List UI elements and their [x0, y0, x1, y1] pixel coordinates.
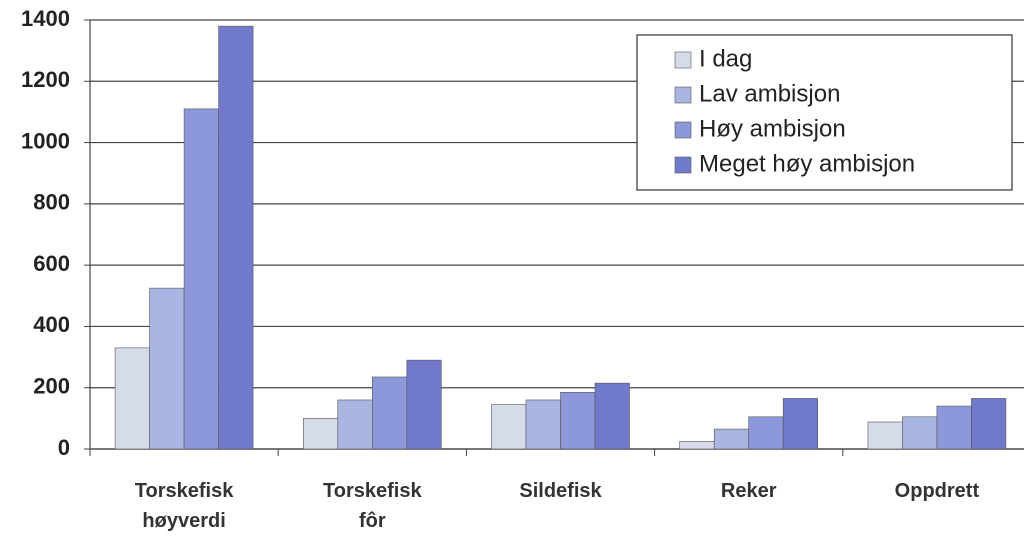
- x-tick-label: Reker: [720, 480, 777, 502]
- y-tick-label: 800: [33, 190, 70, 215]
- y-tick-label: 200: [33, 374, 70, 399]
- legend-swatch: [674, 51, 692, 69]
- bar: [748, 416, 784, 450]
- legend-label: I dag: [699, 45, 752, 72]
- bar: [867, 421, 903, 450]
- bar: [371, 376, 408, 450]
- legend-swatch: [674, 86, 692, 104]
- bar: [560, 392, 596, 450]
- y-tick-label: 400: [33, 312, 70, 337]
- x-tick-label: Oppdrett: [894, 480, 980, 502]
- legend-label: Meget høy ambisjon: [699, 150, 915, 177]
- bar: [114, 347, 150, 450]
- legend: I dag Lav ambisjon Høy ambisjon Meget høy a…: [636, 34, 1013, 191]
- y-tick-label: 1400: [21, 6, 70, 31]
- bar: [525, 399, 561, 450]
- bar: [936, 405, 972, 450]
- bar: [149, 287, 185, 450]
- bar: [491, 404, 527, 450]
- legend-swatch: [674, 121, 692, 139]
- bar: [337, 399, 373, 450]
- bar: [302, 418, 339, 450]
- bar: [406, 359, 442, 450]
- bar: [594, 382, 630, 450]
- legend-label: Høy ambisjon: [699, 115, 846, 142]
- bar: [902, 416, 938, 450]
- y-tick-label: 1200: [21, 67, 70, 92]
- bar: [218, 25, 254, 450]
- bar: [679, 441, 715, 450]
- y-tick-label: 0: [58, 435, 70, 460]
- legend-swatch: [674, 156, 692, 174]
- bar: [183, 108, 219, 450]
- x-tick-label: Torskefisk høyverdi: [134, 480, 234, 532]
- y-tick-label: 600: [33, 251, 70, 276]
- bar: [713, 428, 750, 450]
- legend-box: [636, 34, 1013, 191]
- legend-label: Lav ambisjon: [699, 80, 840, 107]
- x-tick-label: Torskefisk fôr: [323, 480, 422, 532]
- y-tick-label: 1000: [21, 128, 70, 153]
- x-tick-label: Sildefisk: [519, 480, 602, 502]
- bar: [782, 398, 819, 450]
- bar: [971, 398, 1007, 450]
